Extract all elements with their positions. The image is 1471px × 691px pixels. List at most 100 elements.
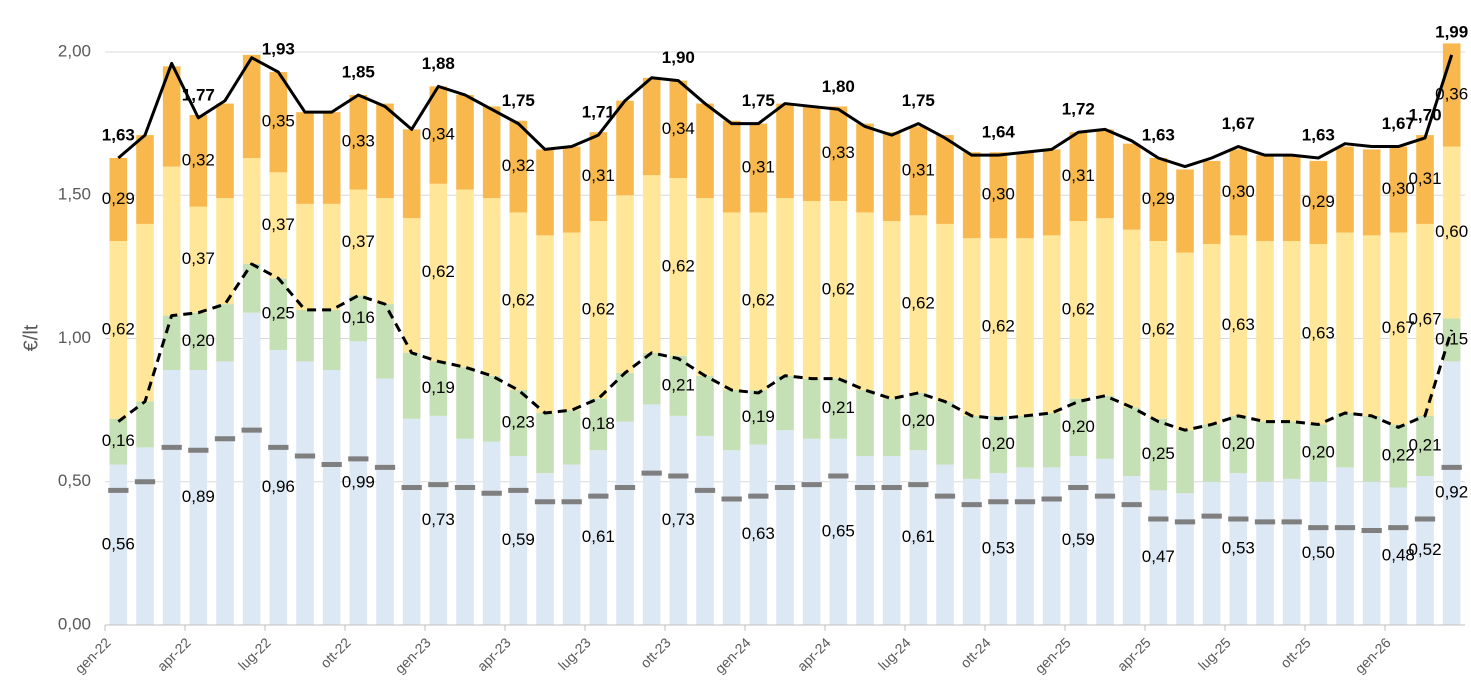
total-label: 1,75 [742,91,775,110]
bar-segment [1016,415,1034,468]
bar-segment [456,438,474,625]
bar-segment [1149,490,1168,625]
segment-label: 0,62 [902,294,935,313]
bar-segment [536,473,554,625]
bar-segment [1389,232,1408,425]
bar-segment [616,100,634,196]
bar-segment [616,372,634,422]
segment-label: 0,53 [1222,539,1255,558]
bar-segment [1069,221,1088,399]
total-label: 1,75 [502,91,535,110]
bar-segment [989,473,1008,625]
bar-segment [349,341,368,625]
bar-segment [696,198,714,376]
bar-segment [1042,412,1061,468]
bar-segment [509,390,528,456]
total-label: 1,64 [982,123,1016,142]
bar-segment [189,115,208,207]
bar-segment [562,146,581,233]
segment-label: 0,33 [822,143,855,162]
bar-segment [776,430,794,625]
bar-segment [642,404,661,625]
segment-label: 0,96 [262,477,295,496]
bar-segment [109,464,128,625]
bar-segment [749,212,768,391]
x-tick-label: apr-22 [154,634,194,674]
bar-segment [216,304,234,362]
bar-segment [242,264,261,313]
bar-segment [1229,415,1248,474]
segment-label: 0,67 [1408,309,1441,328]
x-tick-label: gen-26 [1352,634,1394,676]
total-label: 1,72 [1062,100,1095,119]
bar-segment [1229,235,1248,416]
bar-segment [429,183,448,362]
segment-label: 0,34 [422,125,455,144]
bar-segment [376,378,394,625]
bar-segment [1069,132,1088,222]
bar-segment [722,450,741,625]
x-tick-label: lug-24 [875,634,914,673]
total-label: 1,85 [342,62,375,81]
bar-segment [669,178,688,356]
bar-segment [829,438,848,625]
segment-label: 0,60 [1435,222,1468,241]
total-label: 1,93 [262,40,295,59]
bar-segment [1442,361,1461,625]
bar-segment [456,94,474,190]
segment-label: 0,30 [1222,182,1255,201]
segment-label: 0,15 [1435,329,1468,348]
x-tick-label: gen-23 [392,634,434,676]
bar-segment [909,215,928,393]
segment-label: 0,62 [822,279,855,298]
segment-label: 0,31 [1408,169,1441,188]
bar-segment [1016,152,1034,239]
segment-label: 0,30 [982,185,1015,204]
bar-segment [749,390,768,445]
bar-segment [562,464,581,625]
bar-segment [349,189,368,296]
bar-segment [696,435,714,625]
segment-label: 0,20 [182,331,215,350]
x-tick-label: gen-25 [1032,634,1074,676]
x-tick-label: gen-22 [72,634,114,676]
total-label: 1,63 [102,125,135,144]
bar-segment [1016,467,1034,625]
bar-segment [536,412,554,474]
segment-label: 0,65 [822,521,855,540]
segment-label: 0,67 [1382,318,1415,337]
segment-label: 0,47 [1142,547,1175,566]
segment-label: 0,62 [582,299,615,318]
bar-segment [322,112,341,204]
bar-segment [429,361,448,416]
segment-label: 0,33 [342,132,375,151]
total-label: 1,99 [1435,22,1468,41]
bar-segment [1202,481,1221,625]
bar-segment [696,375,714,436]
bar-segment [856,390,874,456]
bar-segment [1176,252,1194,431]
bar-segment [829,378,848,439]
bar-segment [242,312,261,625]
bar-segment [882,398,901,456]
bar-segment [562,232,581,411]
bar-segment [1416,135,1434,224]
bar-segment [1256,155,1274,242]
total-label: 1,71 [582,103,615,122]
bar-segment [509,455,528,625]
total-label: 1,67 [1382,114,1415,133]
bar-segment [216,361,234,625]
bar-segment [429,86,448,184]
bar-segment [669,415,688,625]
bar-segment [1336,412,1354,468]
y-tick-label: 2,00 [58,41,91,60]
segment-label: 0,63 [742,524,775,543]
bar-segment [909,450,928,625]
segment-label: 0,31 [1062,166,1095,185]
bar-segment [402,218,421,353]
segment-label: 0,29 [1302,192,1335,211]
bar-segment [1362,481,1381,625]
segment-label: 0,37 [342,232,375,251]
bar-segment [1176,430,1194,494]
bar-segment [162,370,181,625]
